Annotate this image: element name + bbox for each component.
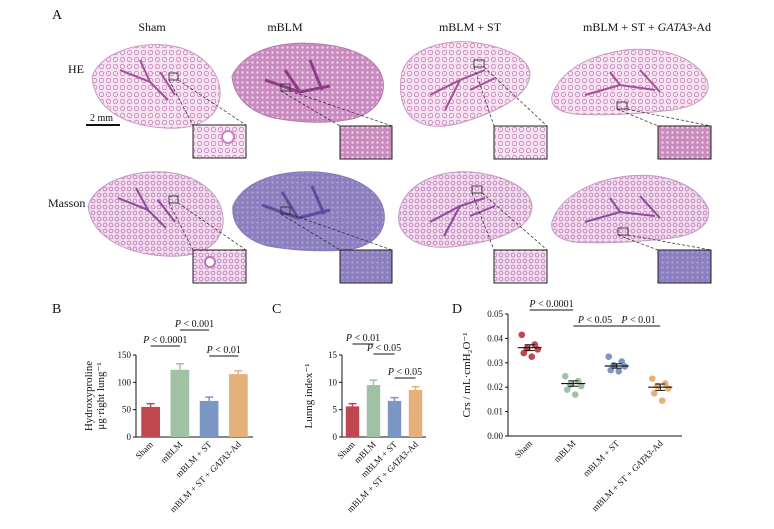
annotation-1-text: P < 0.05 — [577, 315, 612, 326]
y-tick-label: 100 — [118, 377, 132, 387]
x-tick-label-3: mBLM + ST + GATA3-Ad — [590, 438, 665, 513]
column-title-sham: Sham — [138, 20, 166, 34]
y-tick-label: 0.01 — [487, 407, 503, 417]
point-0-3 — [534, 346, 542, 353]
chart-d-crs: 0.00 0.01 0.02 0.03 0.04 0.05 Crs / mL·cmH₂O⁻¹… — [461, 299, 682, 513]
bar-1 — [170, 369, 190, 437]
bar-3 — [408, 389, 423, 437]
he-gata3-section — [551, 48, 709, 116]
he-sham-section — [91, 44, 221, 129]
point-0-4 — [520, 349, 528, 357]
panel-d-label: D — [452, 302, 463, 317]
column-title-mblm: mBLM — [267, 20, 303, 34]
annotation-1-text: P < 0.05 — [366, 343, 401, 354]
point-3-4 — [650, 390, 658, 397]
he-sham-inset — [168, 79, 247, 159]
panel-a-label: A — [52, 8, 63, 23]
bar-0 — [141, 406, 160, 437]
point-2-0 — [605, 353, 613, 361]
row-label-he: HE — [68, 62, 84, 76]
bar-1 — [366, 385, 381, 437]
point-3-3 — [664, 385, 672, 392]
point-3-5 — [658, 397, 666, 404]
x-tick-label-0: Sham — [133, 439, 155, 461]
y-tick-label: 150 — [118, 350, 132, 360]
point-0-5 — [528, 353, 536, 361]
scale-bar-label: 2 mm — [90, 113, 114, 124]
annotation-2-text: P < 0.05 — [387, 367, 422, 378]
annotation-0-text: P < 0.0001 — [528, 299, 573, 310]
he-mblm-st-section — [400, 41, 531, 127]
panel-b-label: B — [52, 302, 62, 317]
annotation-2-text: P < 0.01 — [206, 345, 241, 356]
y-tick-label: 5 — [333, 405, 338, 415]
y-axis-label: Lunng index⁻¹ — [303, 363, 315, 428]
masson-gata3-inset — [617, 234, 712, 284]
point-1-5 — [571, 391, 579, 398]
chart-b-hydroxyproline: 0 50 100 150 Hydroxyproline μg·right lung⁻¹ Sh… — [83, 319, 253, 514]
annotation-2-text: P < 0.01 — [620, 315, 655, 326]
he-mblm-st-inset — [473, 66, 548, 160]
bar-3 — [229, 374, 248, 437]
masson-mblm-inset — [280, 213, 393, 284]
masson-sham-section — [87, 171, 224, 257]
he-mblm-section — [231, 42, 384, 123]
annotation-0-text: P < 0.01 — [345, 333, 380, 344]
y-tick-label: 0 — [127, 432, 132, 442]
column-title-mblm-st-gata3: mBLM + ST + GATA3-Ad — [582, 20, 711, 34]
annotation-0-text: P < 0.0001 — [142, 335, 187, 346]
y-tick-label: 0.05 — [487, 309, 503, 319]
y-tick-label: 0 — [333, 432, 338, 442]
y-tick-label: 50 — [122, 405, 132, 415]
point-0-0 — [518, 331, 526, 339]
y-axis-label: Crs / mL·cmH₂O⁻¹ — [461, 332, 473, 417]
y-tick-label: 0.02 — [487, 382, 503, 392]
he-gata3-inset — [616, 108, 712, 160]
x-tick-label-0: Sham — [513, 438, 535, 460]
y-tick-label: 15 — [328, 350, 338, 360]
y-axis-label-2: μg·right lung⁻¹ — [95, 362, 107, 429]
point-1-4 — [563, 386, 571, 393]
masson-mblm-st-inset — [471, 192, 548, 284]
y-tick-label: 10 — [328, 377, 338, 387]
point-1-0 — [561, 372, 569, 380]
x-tick-label-1: mBLM — [158, 439, 184, 465]
point-3-0 — [648, 375, 656, 382]
bar-2 — [199, 400, 219, 437]
x-tick-label-2: mBLM + ST — [581, 438, 621, 478]
y-axis-label: Hydroxyproline — [83, 361, 95, 431]
bar-0 — [345, 406, 360, 437]
y-tick-label: 0.03 — [487, 358, 503, 368]
column-title-mblm-st: mBLM + ST — [438, 20, 502, 34]
annotation-1-text: P < 0.001 — [174, 319, 214, 330]
bar-2 — [387, 400, 402, 437]
point-1-3 — [577, 382, 585, 390]
masson-mblm-section — [232, 171, 385, 252]
point-2-1 — [618, 358, 626, 365]
scale-bar — [86, 124, 120, 126]
panel-c-label: C — [272, 302, 282, 317]
point-2-5 — [615, 368, 623, 375]
row-label-masson: Masson — [48, 196, 86, 210]
y-tick-label: 0.04 — [487, 333, 503, 343]
he-mblm-inset — [280, 90, 393, 160]
masson-sham-inset — [168, 202, 247, 284]
masson-mblm-st-section — [398, 171, 533, 248]
x-tick-label-1: mBLM — [552, 438, 578, 464]
masson-gata3-section — [551, 174, 710, 244]
y-tick-label: 0.00 — [487, 431, 503, 441]
